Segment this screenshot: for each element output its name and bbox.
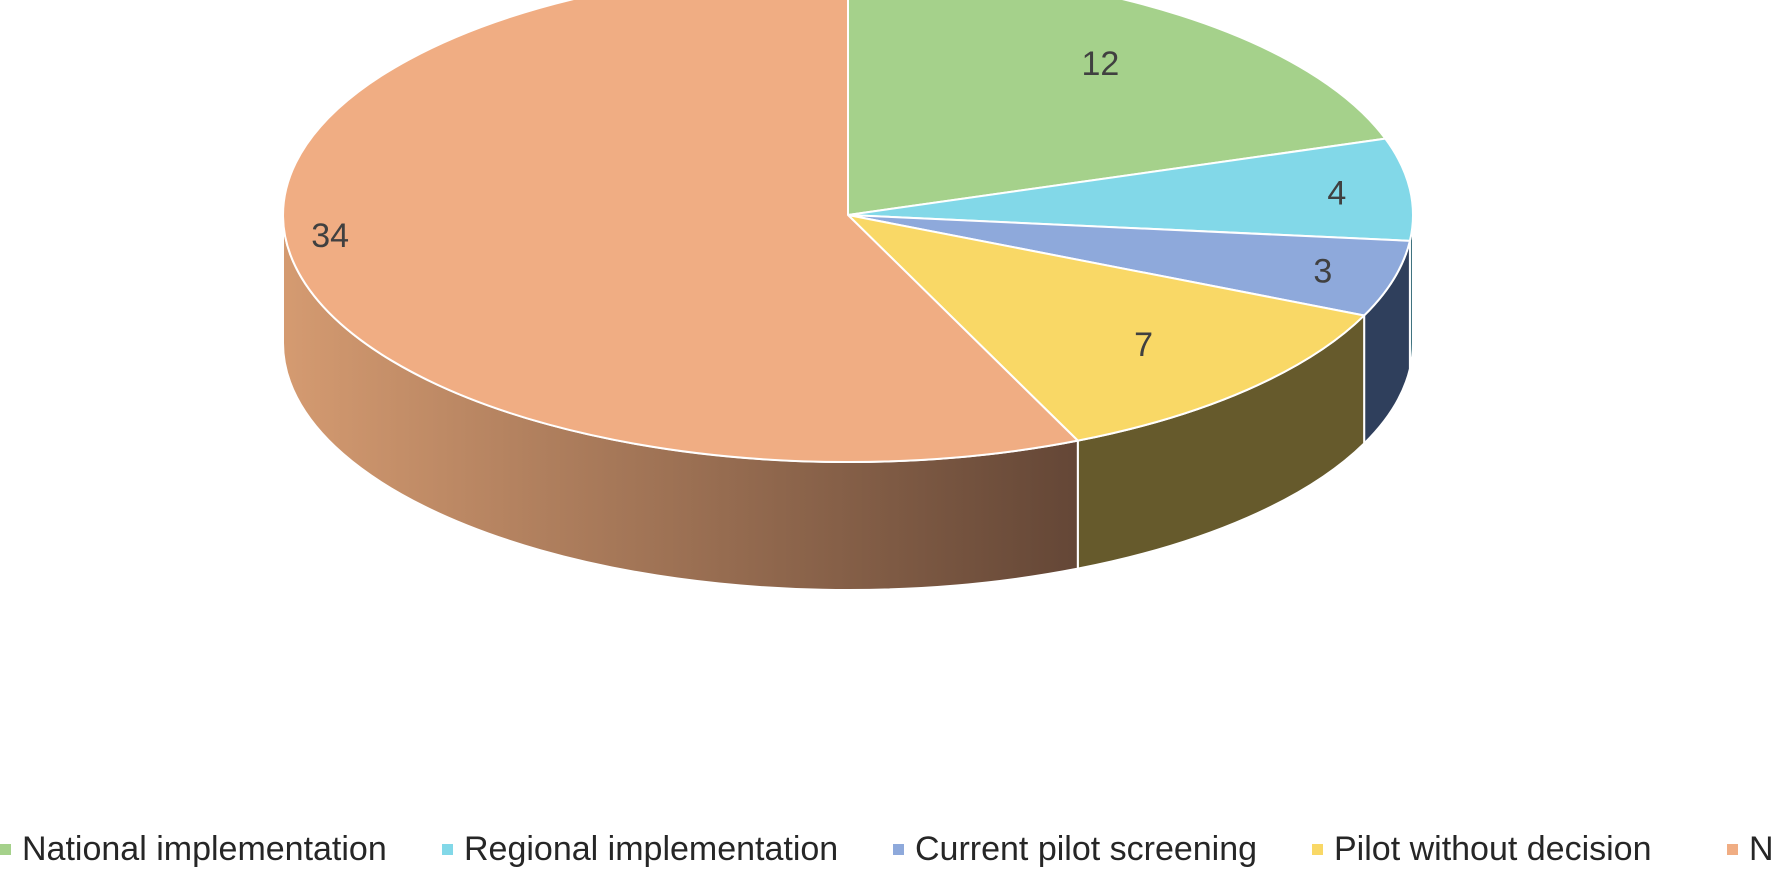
pie-sides xyxy=(282,214,1414,592)
data-label-3: 7 xyxy=(1134,326,1153,364)
legend-label-1: Regional implementation xyxy=(464,830,838,868)
legend-swatch-1 xyxy=(442,844,453,855)
data-label-2: 3 xyxy=(1313,253,1332,291)
legend-label-4: No xyxy=(1749,830,1772,868)
pie-slice-1 xyxy=(847,137,1414,242)
data-label-1: 4 xyxy=(1327,175,1346,213)
legend-swatch-2 xyxy=(893,844,904,855)
pie-slice-4 xyxy=(282,0,1079,463)
data-label-0: 12 xyxy=(1081,45,1119,83)
pie-slice-2 xyxy=(847,214,1411,317)
pie-slices xyxy=(282,0,1414,463)
legend-label-3: Pilot without decision xyxy=(1334,830,1652,868)
legend-label-0: National implementation xyxy=(22,830,387,868)
legend-label-2: Current pilot screening xyxy=(915,830,1257,868)
legend-swatch-0 xyxy=(0,844,11,855)
data-labels: 12 4 3 7 34 xyxy=(311,45,1346,364)
legend-swatch-3 xyxy=(1312,844,1323,855)
pie-slice-0 xyxy=(847,0,1387,216)
legend: National implementation Regional implemen… xyxy=(0,830,1772,868)
data-label-4: 34 xyxy=(311,217,349,255)
legend-swatch-4 xyxy=(1727,844,1738,855)
pie-slice-3 xyxy=(847,214,1366,442)
